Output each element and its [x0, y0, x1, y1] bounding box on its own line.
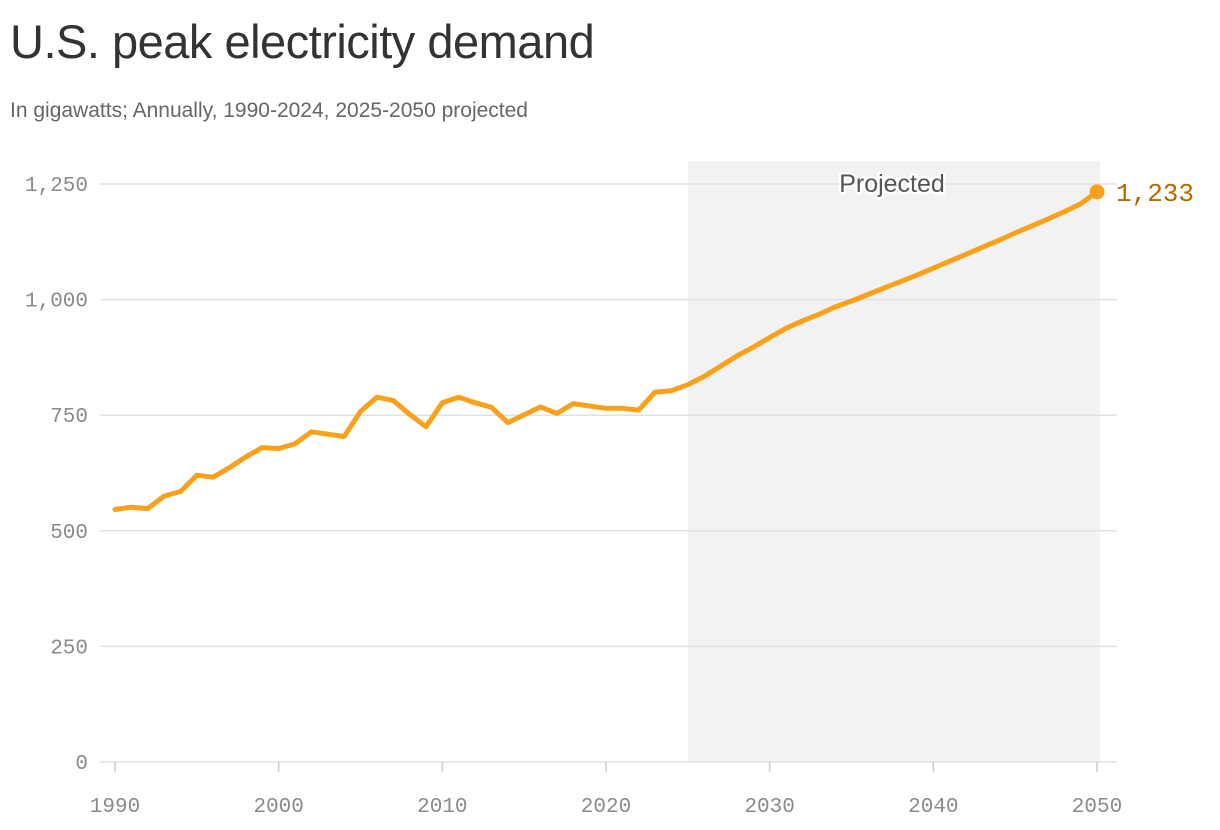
chart-subtitle: In gigawatts; Annually, 1990-2024, 2025-… — [10, 99, 528, 122]
y-tick-label: 1,000 — [25, 291, 88, 314]
y-tick-label: 750 — [50, 406, 88, 429]
x-tick-label: 2000 — [253, 796, 303, 819]
projected-band-label: Projected — [839, 170, 945, 198]
end-point-marker — [1089, 184, 1105, 200]
x-tick-label: 2010 — [417, 796, 467, 819]
x-tick-label: 2040 — [908, 796, 958, 819]
projected-band — [687, 161, 1100, 762]
y-tick-label: 250 — [50, 637, 88, 660]
x-tick-label: 2020 — [581, 796, 631, 819]
y-tick-label: 0 — [75, 753, 88, 776]
end-value-label: 1,233 — [1116, 179, 1194, 209]
y-tick-label: 500 — [50, 522, 88, 545]
x-tick-label: 2030 — [744, 796, 794, 819]
chart-title: U.S. peak electricity demand — [10, 15, 595, 68]
demand-series-line — [112, 189, 1100, 512]
x-tick-label: 1990 — [90, 796, 140, 819]
y-tick-label: 1,250 — [25, 175, 88, 198]
x-tick-label: 2050 — [1072, 796, 1122, 819]
